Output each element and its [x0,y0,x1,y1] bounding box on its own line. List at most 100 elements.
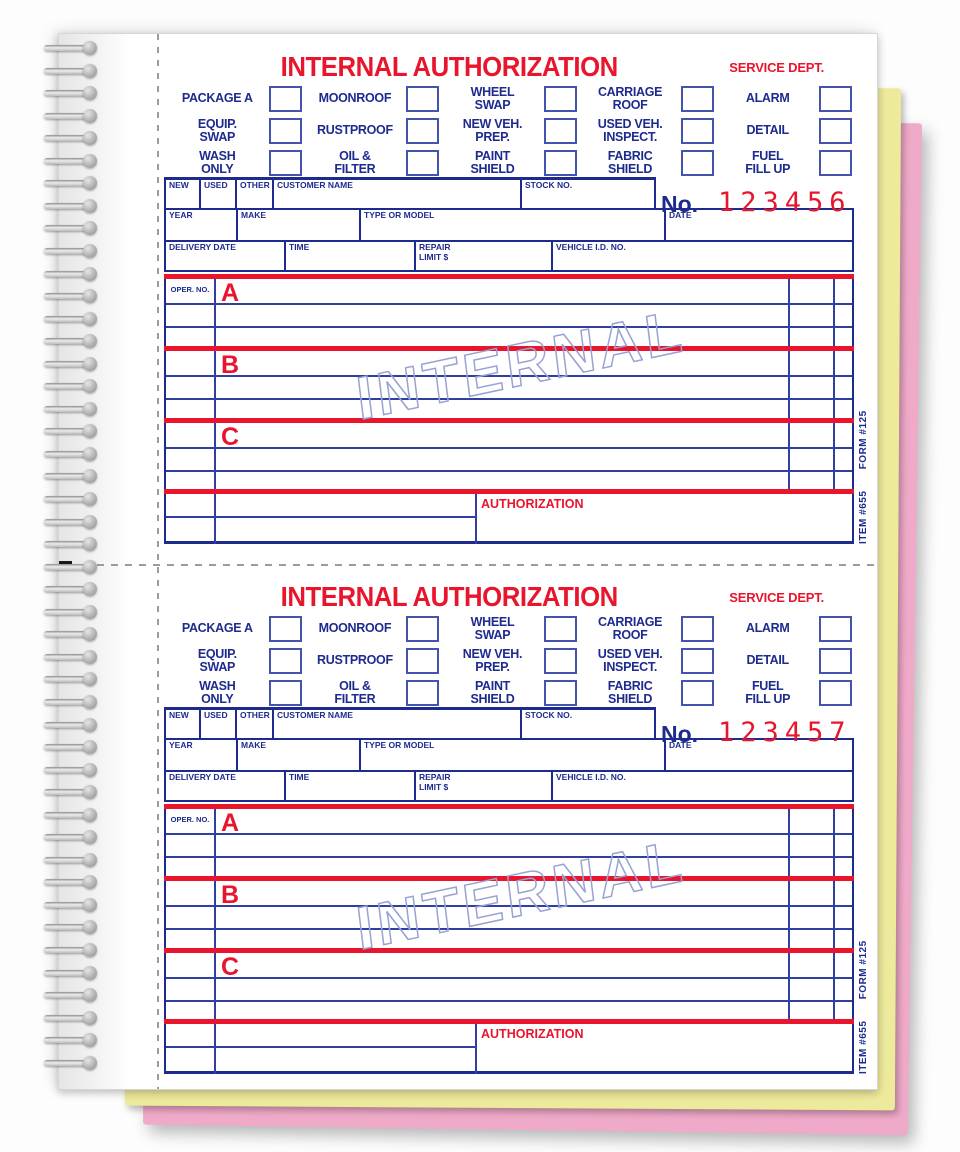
field-cell: OTHER [237,710,274,738]
field-cell: TIME [286,772,416,800]
checkbox-cell: FUEL FILL UP [716,147,854,179]
field-row: YEAR MAKE TYPE OR MODEL DATE [164,208,854,240]
field-cell: DATE [669,740,692,750]
checkbox-label: FUEL FILL UP [745,678,791,706]
checkbox-cell: ALARM [716,83,854,115]
checkbox [543,680,577,706]
section-divider-bar [164,274,854,279]
form-no-label: No. [661,191,699,217]
service-checkbox-grid: PACKAGE A MOONROOF WHEEL SWAP CARRIAGE ROOF… [166,613,854,709]
spiral-wire-loop [44,221,97,236]
checkbox [681,150,715,176]
section-divider-bar [164,489,854,494]
checkbox [543,86,577,112]
checkbox [681,648,715,674]
checkbox [543,150,577,176]
checkbox [818,86,852,112]
checkbox-cell: DETAIL [716,645,854,677]
row-line [166,928,852,930]
spiral-wire-loop [44,988,97,1003]
section-letter: A [221,809,240,837]
checkbox-cell: EQUIP. SWAP [166,645,304,677]
internal-authorization-form: INTERNAL AUTHORIZATION SERVICE DEPT. PAC… [164,47,869,547]
checkbox [818,150,852,176]
checkbox [268,118,302,144]
checkbox-cell: PAINT SHIELD [441,147,579,179]
checkbox-label: ALARM [745,91,790,106]
checkbox [406,680,440,706]
spiral-wire-loop [44,176,97,191]
checkbox [268,86,302,112]
checkbox [406,118,440,144]
horizontal-perforation-line [97,564,877,566]
checkbox-label: EQUIP. SWAP [197,646,237,674]
checkbox [268,648,302,674]
spiral-wire-loop [44,537,97,552]
spiral-wire-loop [44,852,97,867]
spiral-wire-loop [44,785,97,800]
checkbox [543,616,577,642]
authorization-row-line [166,1046,477,1048]
authorization-label: AUTHORIZATION [481,1027,584,1041]
field-row: NEW USED OTHER CUSTOMER NAME STOCK NO. [164,177,656,208]
checkbox-cell: WHEEL SWAP [441,83,579,115]
item-form-side-text: ITEM #655 FORM #125 [858,284,871,544]
checkbox [681,616,715,642]
checkbox [818,616,852,642]
checkbox-cell: PACKAGE A [166,83,304,115]
checkbox [406,616,440,642]
section-divider-bar [164,804,854,809]
authorization-label: AUTHORIZATION [481,497,584,511]
checkbox-cell: PAINT SHIELD [441,677,579,709]
field-cell: VEHICLE I.D. NO. [556,772,626,782]
spiral-wire-loop [44,627,97,642]
service-checkbox-grid: PACKAGE A MOONROOF WHEEL SWAP CARRIAGE ROOF… [166,83,854,179]
spiral-wire-loop [44,198,97,213]
spiral-wire-loop [44,604,97,619]
checkbox [268,616,302,642]
spiral-wire-loop [44,875,97,890]
side-form-number: FORM #125 [858,410,869,470]
spiral-wire-loop [44,266,97,281]
checkbox [818,648,852,674]
field-cell: TYPE OR MODEL [361,740,666,770]
field-cell: USED [201,180,237,208]
field-cell: TYPE OR MODEL [361,210,666,240]
form-number: 123456 [718,187,852,218]
checkbox-label: PAINT SHIELD [470,148,515,176]
checkbox-label: WHEEL SWAP [470,614,515,642]
form-no-label: No. [661,721,699,747]
field-cell: CUSTOMER NAME [274,710,522,738]
spiral-wire-loop [44,897,97,912]
checkbox-cell: CARRIAGE ROOF [579,613,717,645]
price-column-line [788,804,790,1019]
field-cell: TIME [286,242,416,270]
checkbox-label: USED VEH. INSPECT. [597,116,663,144]
checkbox-label: USED VEH. INSPECT. [597,646,663,674]
field-cell: MAKE [238,210,361,240]
authorization-box-line [475,1024,477,1074]
form-number: 123457 [718,717,852,748]
white-form-page: INTERNAL AUTHORIZATION SERVICE DEPT. PAC… [58,33,878,1090]
spiral-wire-loop [44,311,97,326]
section-letter: B [221,881,240,909]
field-cell: STOCK NO. [525,710,573,720]
item-form-side-text: ITEM #655 FORM #125 [858,814,871,1074]
side-form-number: FORM #125 [858,940,869,1000]
field-row: DELIVERY DATE TIME REPAIR LIMIT $ VEHICLE I… [164,240,854,272]
field-cell: STOCK NO. [525,180,573,190]
checkbox-cell: OIL & FILTER [304,677,442,709]
checkbox-label: RUSTPROOF [317,653,393,668]
checkbox [818,118,852,144]
spiral-wire-loop [44,469,97,484]
field-cell: CUSTOMER NAME [274,180,522,208]
vehicle-info-fields: NEW USED OTHER CUSTOMER NAME STOCK NO. YEAR MA… [164,707,854,802]
checkbox [818,680,852,706]
section-divider-bar [164,948,854,953]
checkbox-cell: FABRIC SHIELD [579,147,717,179]
checkbox-label: WASH ONLY [199,678,236,706]
row-line [166,447,852,449]
field-cell: DATE [669,210,692,220]
checkbox-label: FABRIC SHIELD [607,678,653,706]
